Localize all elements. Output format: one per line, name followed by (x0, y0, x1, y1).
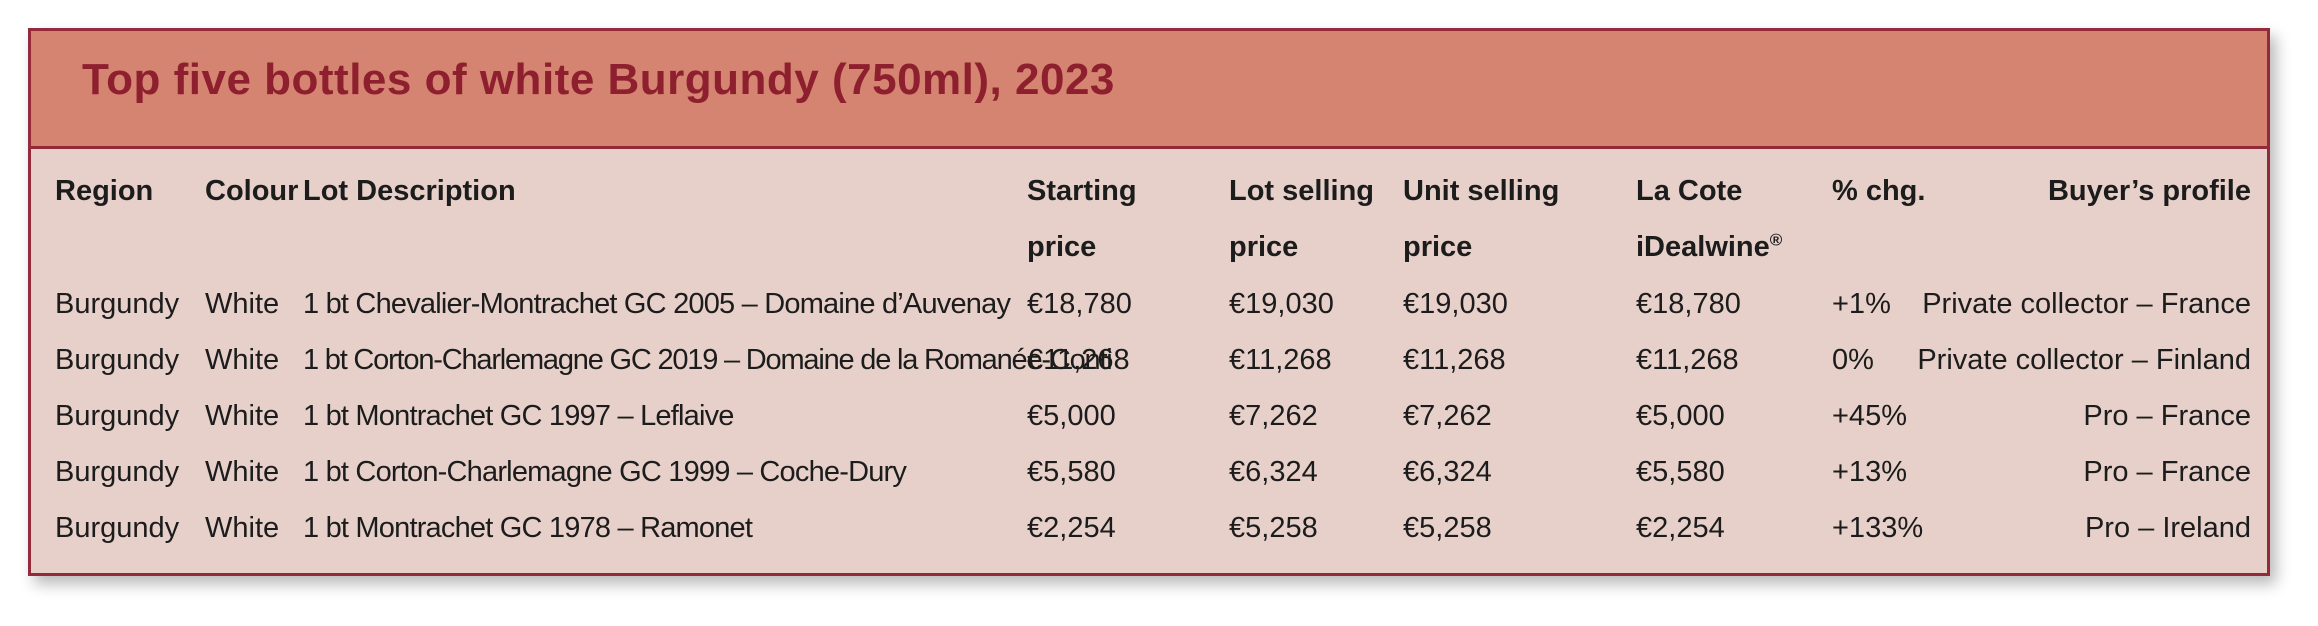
header-la-cote-idealwine: iDealwine (1636, 231, 1770, 263)
cell-starting-price: €5,580 (1027, 456, 1116, 488)
cell-buyers-profile: Pro – Ireland (2084, 512, 2251, 544)
cell-lot-description: 1 bt Corton-Charlemagne GC 1999 – Coche-… (303, 456, 907, 488)
title-bar: Top five bottles of white Burgundy (750m… (31, 31, 2267, 149)
cell-starting-price: €5,000 (1027, 400, 1116, 432)
header-lot-selling-price-line1: Lot selling (1229, 175, 1374, 207)
header-la-cote-line1: La Cote (1636, 175, 1743, 207)
cell-region: Burgundy (55, 456, 180, 488)
cell-lot-selling-price: €5,258 (1229, 512, 1318, 544)
cell-starting-price: €2,254 (1027, 512, 1116, 544)
cell-unit-selling-price: €5,258 (1403, 512, 1492, 544)
header-unit-selling-price-line1: Unit selling (1403, 175, 1560, 207)
cell-region: Burgundy (55, 400, 180, 432)
header-starting-price-line2: price (1027, 231, 1097, 263)
cell-region: Burgundy (55, 288, 180, 320)
header-region: Region (55, 175, 154, 207)
cell-starting-price: €11,268 (1027, 344, 1130, 376)
cell-colour: White (205, 288, 280, 320)
cell-unit-selling-price: €7,262 (1403, 400, 1492, 432)
cell-colour: White (205, 512, 280, 544)
wine-table-panel: Top five bottles of white Burgundy (750m… (28, 28, 2270, 576)
cell-unit-selling-price: €11,268 (1403, 344, 1506, 376)
cell-starting-price: €18,780 (1027, 288, 1132, 320)
cell-lot-description: 1 bt Chevalier-Montrachet GC 2005 – Doma… (303, 288, 1011, 320)
table-title: Top five bottles of white Burgundy (750m… (82, 55, 1115, 104)
cell-colour: White (205, 400, 280, 432)
header-lot-description: Lot Description (303, 175, 516, 207)
cell-percent-change: +45% (1832, 400, 1907, 432)
cell-lot-selling-price: €19,030 (1229, 288, 1334, 320)
cell-colour: White (205, 456, 280, 488)
cell-lot-selling-price: €6,324 (1229, 456, 1318, 488)
header-lot-selling-price-line2: price (1229, 231, 1299, 263)
cell-region: Burgundy (55, 344, 180, 376)
cell-la-cote: €5,580 (1636, 456, 1725, 488)
cell-lot-description: 1 bt Montrachet GC 1978 – Ramonet (303, 512, 753, 544)
cell-percent-change: +13% (1832, 456, 1907, 488)
cell-la-cote: €2,254 (1636, 512, 1725, 544)
cell-buyers-profile: Pro – France (2083, 456, 2251, 488)
cell-unit-selling-price: €6,324 (1403, 456, 1492, 488)
cell-lot-description: 1 bt Montrachet GC 1997 – Leflaive (303, 400, 734, 432)
header-buyers-profile: Buyer’s profile (2047, 175, 2251, 207)
cell-la-cote: €18,780 (1636, 288, 1741, 320)
header-unit-selling-price-line2: price (1403, 231, 1473, 263)
header-la-cote-line2: iDealwine® (1636, 219, 1782, 275)
cell-percent-change: +133% (1832, 512, 1924, 544)
cell-percent-change: +1% (1832, 288, 1891, 320)
cell-lot-selling-price: €11,268 (1229, 344, 1332, 376)
cell-la-cote: €11,268 (1636, 344, 1739, 376)
cell-buyers-profile: Private collector – Finland (1917, 344, 2251, 376)
cell-buyers-profile: Pro – France (2083, 400, 2251, 432)
cell-percent-change: 0% (1832, 344, 1874, 376)
header-colour: Colour (205, 175, 299, 207)
cell-unit-selling-price: €19,030 (1403, 288, 1508, 320)
cell-buyers-profile: Private collector – France (1922, 288, 2251, 320)
cell-lot-description: 1 bt Corton-Charlemagne GC 2019 – Domain… (303, 344, 1113, 376)
cell-la-cote: €5,000 (1636, 400, 1725, 432)
header-percent-change: % chg. (1832, 175, 1926, 207)
cell-colour: White (205, 344, 280, 376)
cell-lot-selling-price: €7,262 (1229, 400, 1318, 432)
registered-mark: ® (1769, 230, 1783, 250)
header-starting-price-line1: Starting (1027, 175, 1137, 207)
cell-region: Burgundy (55, 512, 180, 544)
